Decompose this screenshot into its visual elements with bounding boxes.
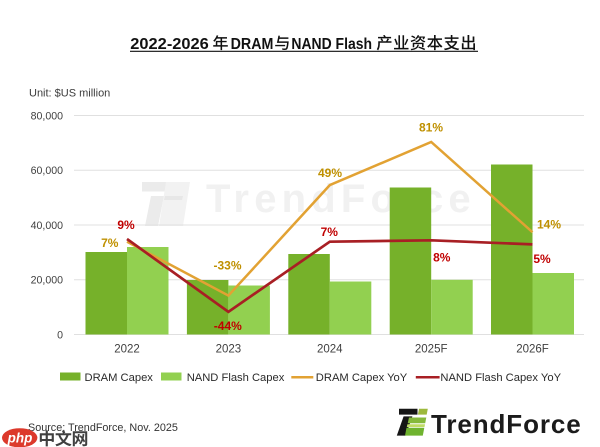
svg-text:9%: 9%: [117, 218, 135, 232]
svg-text:7%: 7%: [101, 236, 119, 250]
svg-text:2023: 2023: [216, 344, 242, 356]
svg-text:60,000: 60,000: [31, 165, 64, 177]
svg-text:2024: 2024: [317, 344, 343, 356]
svg-text:8%: 8%: [433, 251, 451, 265]
svg-text:20,000: 20,000: [31, 275, 64, 287]
svg-text:TrendForce: TrendForce: [206, 177, 476, 221]
svg-text:DRAM: DRAM: [231, 36, 274, 53]
svg-text:NAND Flash Capex: NAND Flash Capex: [187, 372, 285, 384]
svg-text:7%: 7%: [321, 225, 339, 239]
svg-text:80,000: 80,000: [31, 110, 64, 122]
svg-text:5%: 5%: [533, 252, 551, 266]
svg-text:14%: 14%: [537, 218, 561, 232]
svg-text:TrendForce: TrendForce: [431, 409, 582, 439]
svg-text:40,000: 40,000: [31, 220, 64, 232]
svg-text:49%: 49%: [318, 166, 342, 180]
svg-text:-33%: -33%: [213, 259, 241, 273]
svg-text:DRAM Capex: DRAM Capex: [85, 372, 154, 384]
svg-text:Unit: $US million: Unit: $US million: [29, 88, 110, 100]
svg-text:2025F: 2025F: [415, 344, 448, 356]
svg-text:2022: 2022: [114, 344, 140, 356]
svg-text:Source: TrendForce, Nov. 2025: Source: TrendForce, Nov. 2025: [28, 422, 178, 434]
svg-text:-44%: -44%: [214, 319, 242, 333]
svg-text:NAND Flash Capex YoY: NAND Flash Capex YoY: [440, 372, 561, 384]
svg-text:php: php: [7, 430, 33, 445]
svg-text:2026F: 2026F: [516, 344, 549, 356]
svg-text:2022-2026: 2022-2026: [130, 36, 209, 53]
svg-text:DRAM Capex YoY: DRAM Capex YoY: [316, 372, 408, 384]
svg-text:0: 0: [57, 329, 63, 341]
svg-text:81%: 81%: [419, 121, 443, 135]
svg-text:NAND Flash: NAND Flash: [291, 36, 372, 53]
